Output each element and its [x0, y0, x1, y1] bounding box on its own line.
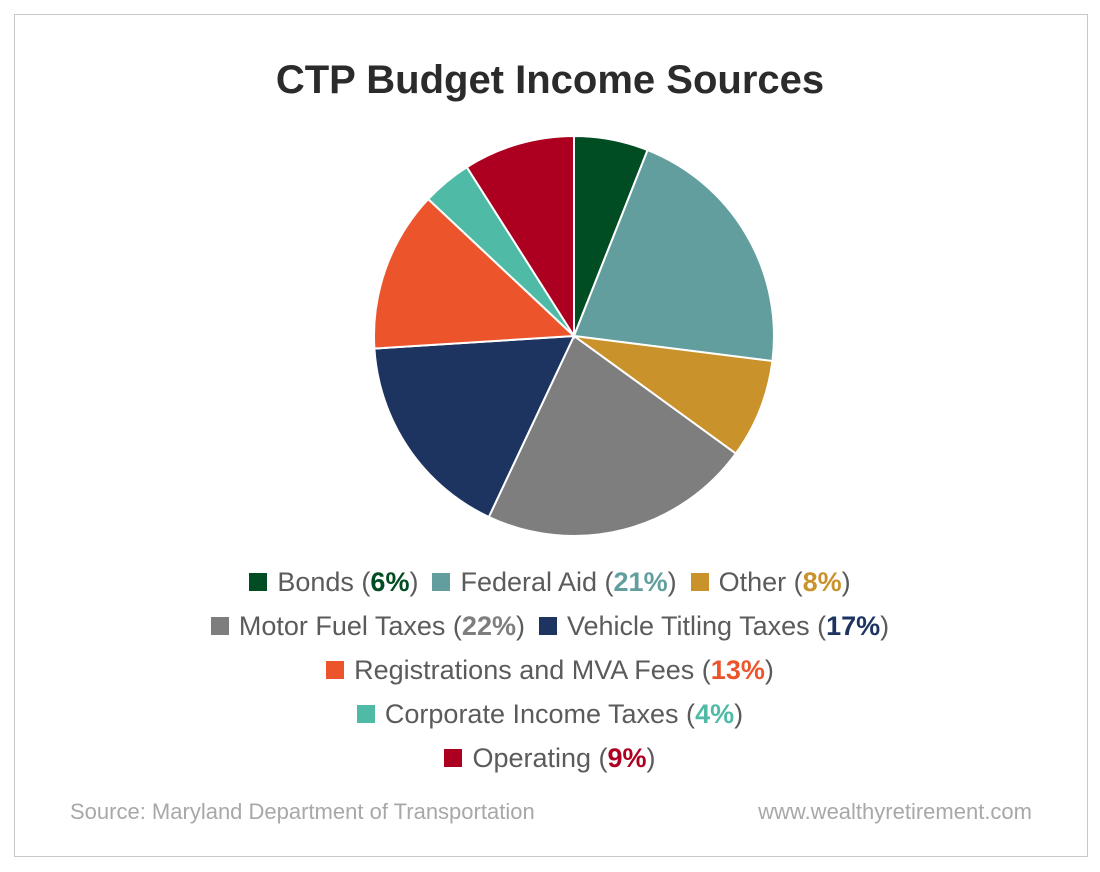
- legend-item-bonds: Bonds (6%): [249, 567, 418, 598]
- legend-label: Other (: [718, 566, 803, 597]
- legend-row: Motor Fuel Taxes (22%) Vehicle Titling Ta…: [0, 604, 1100, 648]
- legend-paren: ): [646, 742, 656, 773]
- legend-label: Motor Fuel Taxes (: [238, 610, 462, 641]
- legend-swatch: [326, 661, 345, 679]
- legend-value: 17%: [826, 610, 881, 641]
- legend-paren: ): [409, 566, 419, 597]
- pie-slice-other: [573, 335, 774, 455]
- legend-item-vehicle-titling-taxes: Vehicle Titling Taxes (17%): [538, 610, 890, 642]
- legend-value: 8%: [802, 566, 842, 597]
- legend-swatch: [210, 617, 229, 635]
- legend-label: Registrations and MVA Fees (: [354, 654, 711, 685]
- pie-slice-federal-aid: [572, 148, 775, 363]
- legend-label: Operating (: [472, 742, 608, 773]
- legend-value: 22%: [461, 610, 516, 641]
- website-url: www.wealthyretirement.com: [758, 799, 1032, 824]
- legend-paren: ): [880, 610, 890, 641]
- source-note: Source: Maryland Department of Transport…: [70, 799, 535, 824]
- legend-paren: ): [764, 654, 774, 685]
- pie-slice-operating: [465, 134, 575, 340]
- legend-item-operating: Operating (9%): [444, 742, 656, 774]
- legend-row: Corporate Income Taxes (4%): [0, 692, 1100, 736]
- legend-row: Registrations and MVA Fees (13%): [0, 648, 1100, 692]
- legend-item-federal-aid: Federal Aid (21%): [432, 566, 677, 598]
- legend-paren: ): [734, 698, 744, 729]
- legend-item-registrations-and-mva-fees: Registrations and MVA Fees (13%): [326, 655, 774, 686]
- legend-label: Federal Aid (: [460, 566, 614, 597]
- legend-swatch: [356, 705, 375, 723]
- legend-item-corporate-income-taxes: Corporate Income Taxes (4%): [356, 698, 744, 730]
- legend: Bonds (6%) Federal Aid (21%) Other (8%) Mot…: [0, 560, 1100, 780]
- legend-swatch: [538, 617, 557, 635]
- legend-paren: ): [841, 566, 851, 597]
- legend-swatch: [432, 573, 451, 591]
- legend-value: 9%: [607, 742, 647, 773]
- legend-label: Bonds (: [277, 566, 371, 597]
- legend-value: 4%: [695, 698, 735, 729]
- pie-slice-vehicle-titling-taxes: [373, 334, 576, 519]
- chart-title: CTP Budget Income Sources: [275, 58, 825, 102]
- legend-row: Bonds (6%) Federal Aid (21%) Other (8%): [0, 560, 1100, 604]
- legend-swatch: [249, 573, 268, 591]
- legend-swatch: [444, 749, 463, 767]
- legend-item-other: Other (8%): [690, 566, 851, 598]
- legend-swatch: [690, 573, 709, 591]
- legend-value: 21%: [613, 566, 668, 597]
- legend-paren: ): [667, 566, 677, 597]
- legend-label: Vehicle Titling Taxes (: [566, 610, 827, 641]
- legend-item-motor-fuel-taxes: Motor Fuel Taxes (22%): [210, 610, 525, 642]
- pie-slice-registrations-and-mva-fees: [372, 197, 577, 350]
- legend-value: 13%: [710, 654, 765, 685]
- legend-row: Operating (9%): [0, 736, 1100, 780]
- legend-value: 6%: [370, 566, 410, 597]
- legend-paren: ): [515, 610, 525, 641]
- legend-label: Corporate Income Taxes (: [384, 698, 696, 729]
